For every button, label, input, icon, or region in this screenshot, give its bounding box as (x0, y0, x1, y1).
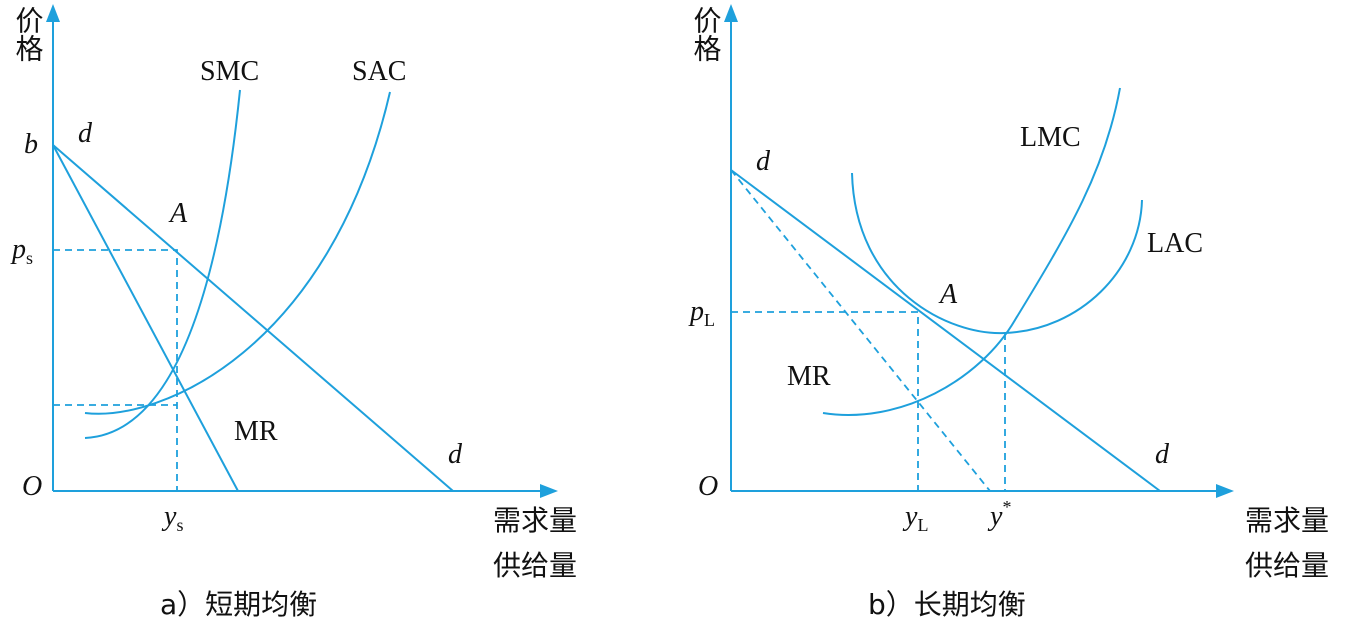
guide-line (53, 249, 178, 491)
guide-line (731, 311, 919, 491)
label: b (24, 129, 38, 160)
x-axis-label: 供给量 (493, 549, 577, 582)
label-main: y (161, 501, 177, 532)
caption: b）长期均衡 (868, 588, 1026, 621)
x-axis-label: 需求量 (1245, 504, 1329, 537)
label: ps (10, 234, 33, 268)
label: d (756, 146, 771, 177)
y-axis-label: 价格 (690, 6, 723, 62)
y-axis-label: 价格 (12, 6, 45, 62)
demand-line (52, 144, 454, 492)
label: SMC (200, 56, 259, 87)
label: SAC (352, 56, 406, 87)
label: d (78, 118, 93, 149)
label-main: y (987, 501, 1003, 532)
mr-line (52, 144, 239, 492)
panel-short-run: 价格 b d d SMC SAC A MR O ps ys 需求量 供给量 a）… (10, 4, 577, 621)
label: O (22, 471, 42, 502)
x-axis-label: 需求量 (493, 504, 577, 537)
arrow (1216, 484, 1234, 498)
arrow (724, 4, 738, 22)
label: pL (688, 296, 715, 330)
label-main: p (10, 234, 26, 265)
panel-long-run: 价格 d d LMC LAC A MR O pL yL y* 需求量 供给量 b… (688, 4, 1329, 621)
lmc-curve (822, 87, 1121, 416)
caption: a）短期均衡 (160, 588, 317, 621)
label: O (698, 471, 718, 502)
label-sub: L (704, 310, 715, 330)
label: MR (234, 416, 278, 447)
smc-curve (84, 89, 241, 439)
label: y* (987, 497, 1011, 532)
label: LMC (1020, 122, 1081, 153)
arrow (540, 484, 558, 498)
label-sub: L (917, 515, 928, 535)
label: yL (902, 501, 928, 535)
label: A (168, 198, 188, 229)
label-sub: s (26, 248, 33, 268)
label: LAC (1147, 228, 1203, 259)
label: ys (161, 501, 183, 535)
label-sup: * (1002, 497, 1011, 517)
arrow (46, 4, 60, 22)
mr-line (730, 169, 991, 492)
label-sub: s (176, 515, 183, 535)
demand-line (730, 169, 1161, 492)
lac-curve (851, 172, 1143, 335)
label-main: p (688, 296, 704, 327)
label: A (938, 279, 958, 310)
x-axis-label: 供给量 (1245, 549, 1329, 582)
label: d (1155, 439, 1170, 470)
label-main: y (902, 501, 918, 532)
sac-curve (84, 91, 391, 415)
label: MR (787, 361, 831, 392)
label: d (448, 439, 463, 470)
